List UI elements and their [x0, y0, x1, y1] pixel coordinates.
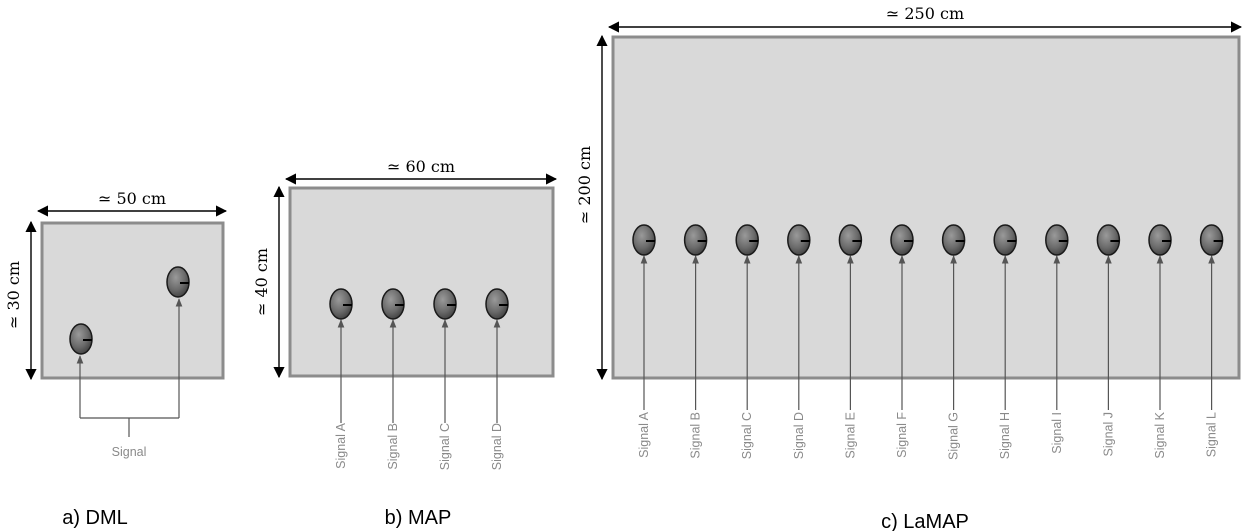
signal-label: Signal G	[947, 412, 961, 460]
signal-label: Signal D	[792, 412, 806, 459]
signal-label: Signal C	[438, 423, 452, 470]
panel-map: ≃ 60 cm ≃ 40 cm Signal A Signal B Signal C…	[252, 157, 558, 529]
signal-label: Signal I	[1050, 412, 1064, 454]
dml-width-label: ≃ 50 cm	[98, 189, 166, 208]
signal-item: Signal C	[735, 224, 759, 459]
panel-lamap: ≃ 250 cm ≃ 200 cm Signal A Signal B Signal…	[575, 4, 1243, 531]
signal-item: Signal B	[381, 288, 405, 470]
signal-item: Signal C	[433, 288, 457, 470]
signal-label: Signal L	[1205, 412, 1219, 457]
signal-item: Signal F	[890, 224, 914, 458]
signal-item: Signal E	[838, 224, 863, 459]
dml-panel-rect	[40, 221, 225, 380]
signal-label: Signal E	[843, 412, 857, 459]
signal-label: Signal A	[637, 411, 651, 458]
map-caption: b) MAP	[385, 507, 452, 529]
signal-item: Signal K	[1148, 224, 1172, 459]
signal-item: Signal A	[632, 224, 656, 458]
dml-sensor-2	[166, 266, 190, 298]
map-width-label: ≃ 60 cm	[387, 157, 455, 176]
signal-label: Signal C	[740, 412, 754, 459]
map-signals: Signal A Signal B Signal C Signal D	[329, 288, 509, 470]
signal-item: Signal B	[683, 224, 708, 459]
signal-item: Signal D	[485, 288, 509, 470]
map-height-label: ≃ 40 cm	[252, 248, 271, 316]
dml-signal-label: Signal	[112, 445, 147, 459]
signal-item: Signal H	[993, 224, 1017, 459]
dml-sensor-1	[69, 323, 93, 355]
signal-item: Signal J	[1096, 224, 1121, 456]
signal-item: Signal A	[329, 288, 353, 469]
signal-label: Signal J	[1101, 412, 1115, 456]
lamap-height-label: ≃ 200 cm	[575, 146, 594, 224]
lamap-caption: c) LaMAP	[881, 511, 969, 531]
map-panel-rect	[288, 186, 555, 378]
signal-label: Signal H	[998, 412, 1012, 459]
dml-signal-bracket	[76, 298, 183, 437]
dml-caption: a) DML	[62, 507, 128, 529]
signal-label: Signal K	[1153, 411, 1167, 458]
lamap-panel-rect	[611, 35, 1241, 380]
signal-label: Signal A	[334, 422, 348, 469]
signal-label: Signal F	[895, 412, 909, 458]
signal-item: Signal D	[787, 224, 811, 459]
signal-label: Signal B	[689, 412, 703, 459]
signal-item: Signal L	[1199, 224, 1224, 457]
signal-item: Signal G	[941, 224, 966, 460]
dml-height-label: ≃ 30 cm	[4, 261, 23, 329]
signal-item: Signal I	[1045, 224, 1069, 454]
signal-label: Signal D	[490, 423, 504, 470]
panel-dml: ≃ 50 cm ≃ 30 cm Signal a) DML	[4, 189, 228, 529]
signal-label: Signal B	[386, 423, 400, 470]
lamap-signals: Signal A Signal B Signal C Signal D Signal E…	[632, 224, 1224, 460]
lamap-width-label: ≃ 250 cm	[886, 4, 964, 23]
